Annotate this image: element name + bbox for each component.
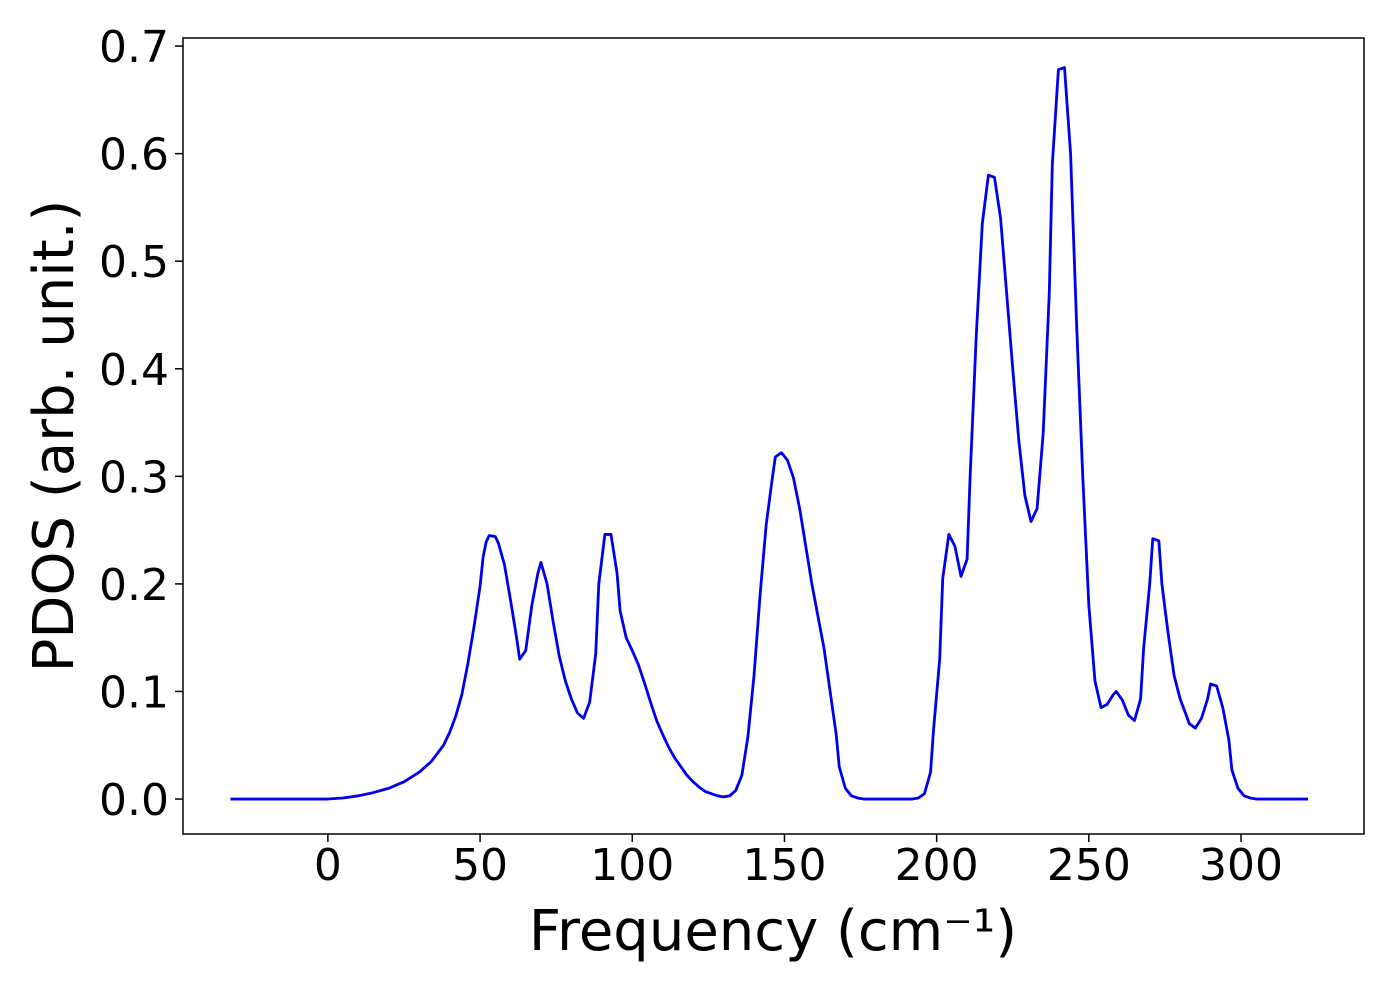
x-tick-label: 300 [1199, 840, 1283, 891]
y-tick-label: 0.6 [99, 130, 169, 181]
y-tick-label: 0.3 [99, 452, 169, 503]
y-tick-label: 0.4 [99, 345, 169, 396]
y-tick-label: 0.7 [99, 22, 169, 73]
plot-frame [182, 37, 1365, 835]
y-tick-label: 0.1 [99, 667, 169, 718]
y-axis-label: PDOS (arb. unit.) [22, 200, 87, 673]
x-tick-label: 250 [1047, 840, 1131, 891]
y-tick-label: 0.5 [99, 237, 169, 288]
x-tick-label: 0 [314, 840, 342, 891]
line-series [230, 66, 1308, 801]
x-tick-label: 200 [895, 840, 979, 891]
x-axis-label: Frequency (cm⁻¹) [529, 899, 1017, 964]
x-tick-label: 100 [590, 840, 674, 891]
y-tick-label: 0.0 [99, 775, 169, 826]
y-tick-label: 0.2 [99, 560, 169, 611]
x-tick-label: 50 [452, 840, 508, 891]
x-tick-label: 150 [742, 840, 826, 891]
